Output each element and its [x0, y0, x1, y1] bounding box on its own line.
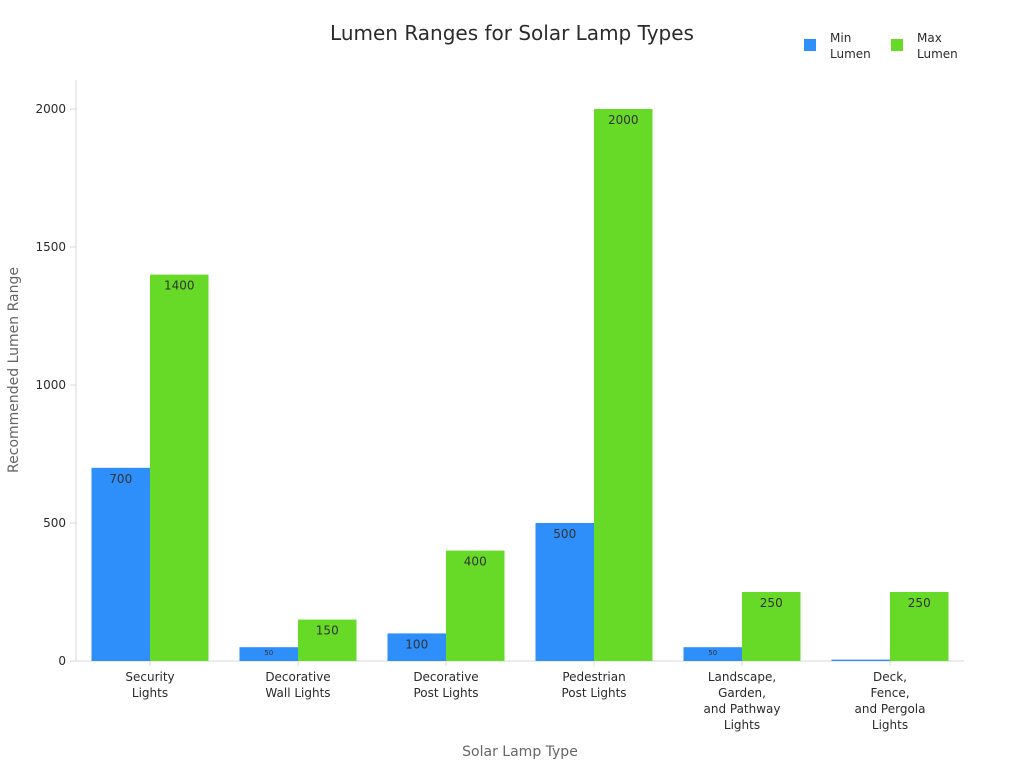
x-tick-label: Landscape, Garden, and Pathway Lights [703, 670, 780, 732]
x-tick-label: Decorative Post Lights [413, 670, 478, 700]
bar-value-label: 500 [553, 527, 576, 541]
bar-max [446, 550, 505, 661]
bar-value-label: 700 [109, 472, 132, 486]
x-tick-label: Deck, Fence, and Pergola Lights [855, 670, 926, 732]
bar-value-label: 2000 [608, 113, 639, 127]
y-tick-label: 500 [43, 516, 66, 530]
x-tick-label: Pedestrian Post Lights [561, 670, 626, 700]
bar-min [91, 467, 150, 661]
legend: Min Lumen Max Lumen [804, 31, 958, 61]
y-ticks-group: 0 500 1000 1500 2000 [35, 102, 76, 668]
bar-value-label: 1400 [164, 279, 195, 293]
x-axis-title: Solar Lamp Type [462, 744, 578, 760]
bar-value-label: 250 [908, 596, 931, 610]
bar-max [594, 109, 653, 661]
legend-label: Max Lumen [917, 31, 958, 61]
bar-max [742, 592, 801, 661]
y-tick-label: 0 [58, 654, 66, 668]
bar-value-label: 250 [760, 596, 783, 610]
bar-max [298, 619, 357, 661]
bar-min [683, 647, 742, 661]
bar-min [831, 659, 890, 661]
bar-min [535, 523, 594, 661]
x-ticks-group: Security Lights Decorative Wall Lights Decor… [125, 661, 925, 732]
y-tick-label: 1000 [35, 378, 66, 392]
bar-value-label: 400 [464, 555, 487, 569]
legend-swatch [804, 39, 816, 51]
legend-swatch [891, 39, 903, 51]
bar-value-label: 50 [708, 649, 717, 657]
y-axis-title: Recommended Lumen Range [6, 267, 22, 473]
bars-group: 700 1400 50 150 100 400 500 2000 50 250 250 [91, 109, 949, 661]
bar-value-label: 150 [316, 624, 339, 638]
bar-value-label: 100 [405, 637, 428, 651]
x-tick-label: Security Lights [125, 670, 174, 700]
bar-min [239, 647, 298, 661]
legend-label: Min Lumen [830, 31, 871, 61]
chart-title: Lumen Ranges for Solar Lamp Types [330, 21, 694, 45]
bar-value-label: 50 [264, 649, 273, 657]
x-tick-label: Decorative Wall Lights [265, 670, 330, 700]
y-tick-label: 1500 [35, 240, 66, 254]
y-tick-label: 2000 [35, 102, 66, 116]
bar-min [387, 633, 446, 661]
bar-max [150, 274, 209, 661]
bar-max [890, 592, 949, 661]
